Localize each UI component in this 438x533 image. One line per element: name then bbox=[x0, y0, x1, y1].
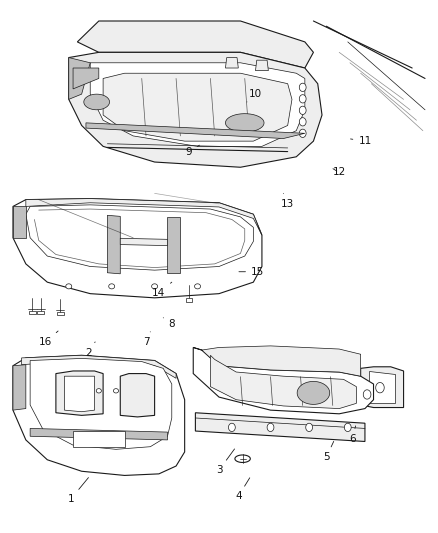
Polygon shape bbox=[37, 311, 44, 313]
Polygon shape bbox=[267, 423, 274, 432]
Polygon shape bbox=[78, 21, 314, 68]
Polygon shape bbox=[73, 68, 99, 89]
Text: 12: 12 bbox=[332, 167, 346, 177]
Polygon shape bbox=[299, 118, 306, 126]
Polygon shape bbox=[120, 374, 155, 417]
Polygon shape bbox=[344, 423, 351, 432]
Polygon shape bbox=[21, 356, 176, 378]
Polygon shape bbox=[297, 382, 330, 405]
Text: 13: 13 bbox=[281, 193, 294, 209]
Polygon shape bbox=[376, 383, 384, 393]
Text: 6: 6 bbox=[349, 426, 356, 444]
Polygon shape bbox=[86, 123, 305, 139]
Polygon shape bbox=[299, 95, 306, 103]
Polygon shape bbox=[229, 423, 235, 432]
Text: 1: 1 bbox=[67, 478, 88, 504]
Polygon shape bbox=[360, 367, 403, 408]
Polygon shape bbox=[90, 63, 305, 147]
Polygon shape bbox=[64, 376, 95, 411]
Polygon shape bbox=[195, 413, 365, 441]
Polygon shape bbox=[167, 217, 180, 273]
Text: 9: 9 bbox=[186, 145, 199, 157]
Text: 14: 14 bbox=[152, 282, 172, 297]
Polygon shape bbox=[73, 431, 124, 447]
Text: 8: 8 bbox=[163, 318, 175, 329]
Polygon shape bbox=[13, 206, 26, 238]
Polygon shape bbox=[57, 312, 64, 314]
Polygon shape bbox=[26, 205, 253, 270]
Text: 7: 7 bbox=[143, 332, 150, 347]
Polygon shape bbox=[299, 106, 306, 115]
Text: 10: 10 bbox=[247, 89, 262, 102]
Polygon shape bbox=[13, 356, 185, 475]
Polygon shape bbox=[13, 365, 26, 410]
Polygon shape bbox=[193, 346, 360, 376]
Text: 4: 4 bbox=[235, 478, 250, 502]
Polygon shape bbox=[107, 215, 120, 274]
Polygon shape bbox=[299, 83, 306, 92]
Polygon shape bbox=[29, 311, 36, 313]
Polygon shape bbox=[306, 423, 313, 432]
Polygon shape bbox=[194, 284, 201, 289]
Polygon shape bbox=[69, 52, 322, 167]
Polygon shape bbox=[193, 348, 374, 414]
Polygon shape bbox=[84, 94, 110, 110]
Polygon shape bbox=[210, 356, 357, 409]
Polygon shape bbox=[369, 371, 395, 403]
Text: 16: 16 bbox=[39, 331, 58, 347]
Text: 15: 15 bbox=[239, 266, 264, 277]
Polygon shape bbox=[113, 389, 119, 393]
Polygon shape bbox=[69, 58, 90, 99]
Polygon shape bbox=[13, 199, 262, 298]
Text: 3: 3 bbox=[215, 449, 234, 475]
Polygon shape bbox=[255, 60, 268, 71]
Polygon shape bbox=[299, 129, 306, 138]
Text: 2: 2 bbox=[85, 342, 95, 358]
Text: 5: 5 bbox=[323, 441, 334, 462]
Polygon shape bbox=[30, 358, 172, 449]
Polygon shape bbox=[226, 114, 264, 132]
Polygon shape bbox=[120, 238, 167, 246]
Polygon shape bbox=[226, 58, 238, 68]
Polygon shape bbox=[30, 429, 167, 440]
Polygon shape bbox=[363, 390, 371, 399]
Text: 11: 11 bbox=[350, 136, 371, 146]
Polygon shape bbox=[103, 73, 292, 141]
Polygon shape bbox=[235, 455, 251, 463]
Polygon shape bbox=[187, 298, 191, 302]
Polygon shape bbox=[66, 284, 72, 289]
Polygon shape bbox=[109, 284, 115, 289]
Polygon shape bbox=[96, 389, 101, 393]
Polygon shape bbox=[152, 284, 158, 289]
Polygon shape bbox=[56, 371, 103, 415]
Polygon shape bbox=[26, 199, 262, 235]
